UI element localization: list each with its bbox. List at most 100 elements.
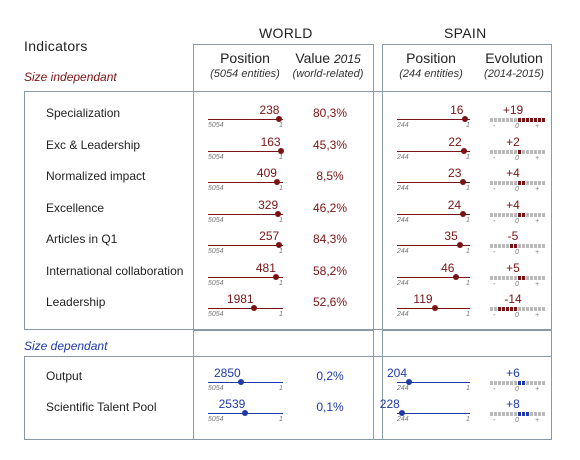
evolution-scale-minus: - — [493, 217, 496, 225]
evolution-tick — [518, 275, 521, 280]
evolution-scale-zero: 0 — [515, 312, 519, 319]
spain-rank-line — [397, 382, 470, 383]
evolution-tick — [490, 244, 493, 248]
indicators-title: Indicators — [24, 38, 88, 54]
spain-axis-one: 1 — [466, 216, 470, 224]
evolution-tick — [506, 381, 509, 385]
spain-rank-line — [397, 413, 470, 414]
evolution-tick — [494, 381, 497, 385]
evolution-value: +5 — [506, 260, 520, 275]
evolution-tick — [530, 149, 533, 154]
evolution-tick — [502, 118, 505, 122]
world-value-year: 2015 — [333, 52, 361, 66]
evolution-tick — [522, 118, 525, 122]
evolution-tick — [502, 149, 505, 154]
evolution-tick — [530, 307, 533, 311]
world-value-label: Value — [295, 50, 331, 66]
evolution-scale-plus: + — [535, 386, 540, 393]
world-rank-dot — [276, 242, 283, 248]
evolution-tick — [542, 412, 545, 416]
evolution-tick — [538, 307, 541, 311]
evolution-scale-zero: 0 — [515, 280, 519, 288]
spain-rank-dot — [453, 273, 460, 280]
spain-axis-total: 244 — [397, 248, 409, 255]
evolution-scale-zero: 0 — [515, 154, 519, 162]
evolution-value: -5 — [507, 229, 519, 243]
evolution-tick — [542, 244, 545, 248]
evolution-tick — [494, 149, 497, 154]
world-axis-total: 5054 — [208, 385, 224, 392]
world-rank-value: 2539 — [218, 397, 246, 411]
world-axis-total: 5054 — [208, 279, 224, 287]
world-axis-total: 5054 — [208, 185, 224, 192]
world-rank-value: 329 — [258, 197, 279, 212]
evolution-tick — [518, 118, 521, 122]
world-value: 46,2% — [312, 200, 348, 215]
evolution-scale-zero: 0 — [515, 186, 519, 193]
evolution-tick — [510, 181, 513, 185]
evolution-tick — [498, 244, 501, 248]
world-axis-total: 5054 — [208, 248, 224, 255]
world-rank-value: 163 — [260, 134, 281, 149]
evolution-tick — [506, 307, 509, 311]
evolution-tick — [538, 244, 541, 248]
evolution-tick — [534, 181, 537, 185]
spain-rank-line — [397, 182, 470, 183]
spain-rank-line — [397, 213, 470, 215]
world-axis-total: 5054 — [208, 311, 224, 318]
world-axis-one: 1 — [279, 279, 283, 287]
evolution-tick — [538, 275, 541, 280]
evolution-tick — [498, 181, 501, 185]
evolution-tick — [506, 275, 509, 280]
world-value-sub: (world-related) — [292, 68, 364, 80]
evolution-tick — [494, 244, 497, 248]
evolution-tick — [542, 307, 545, 311]
spain-axis-total: 244 — [397, 416, 409, 423]
world-axis-one: 1 — [279, 153, 283, 161]
world-axis-total: 5054 — [208, 153, 224, 161]
world-rank-dot — [272, 273, 279, 280]
world-rank-value: 409 — [256, 166, 277, 180]
evolution-tick — [522, 412, 525, 416]
evolution-tick — [542, 181, 545, 185]
world-rank-line — [208, 213, 283, 215]
evolution-tick — [514, 212, 517, 217]
evolution-tick — [506, 181, 509, 185]
evolution-tick — [542, 275, 545, 280]
evolution-tick — [530, 275, 533, 280]
spain-axis-total: 244 — [397, 185, 409, 192]
world-rank-line — [208, 150, 283, 152]
evolution-tick — [518, 149, 521, 154]
evolution-tick — [502, 212, 505, 217]
indicator-label: Output — [46, 369, 83, 383]
evolution-scale-plus: + — [535, 312, 540, 319]
evolution-tick — [542, 118, 545, 122]
evolution-tick — [514, 412, 517, 416]
spain-axis-one: 1 — [466, 185, 470, 192]
spain-position-sub: (244 entities) — [399, 68, 463, 80]
spain-axis-one: 1 — [466, 385, 470, 392]
evolution-tick — [502, 275, 505, 280]
world-rank-line — [208, 119, 283, 120]
evolution-scale-minus: - — [493, 312, 496, 319]
spain-rank-line — [397, 119, 470, 120]
spain-axis-total: 244 — [397, 216, 409, 224]
evolution-scale-zero: 0 — [515, 217, 519, 225]
evolution-tick — [510, 381, 513, 385]
evolution-scale-minus: - — [493, 186, 496, 193]
evolution-scale-plus: + — [535, 280, 540, 288]
evolution-tick — [522, 149, 525, 154]
evolution-scale-plus: + — [535, 249, 540, 256]
evolution-tick — [510, 118, 513, 122]
evolution-tick — [502, 412, 505, 416]
evolution-scale-minus: - — [493, 249, 496, 256]
evolution-tick — [526, 212, 529, 217]
evolution-tick — [538, 181, 541, 185]
evolution-tick — [510, 244, 513, 248]
evolution-tick — [534, 118, 537, 122]
world-rank-line — [208, 245, 283, 246]
evolution-tick — [502, 181, 505, 185]
spain-axis-one: 1 — [466, 153, 470, 161]
spain-rank-value: 204 — [386, 366, 408, 380]
evolution-scale-minus: - — [493, 123, 496, 130]
